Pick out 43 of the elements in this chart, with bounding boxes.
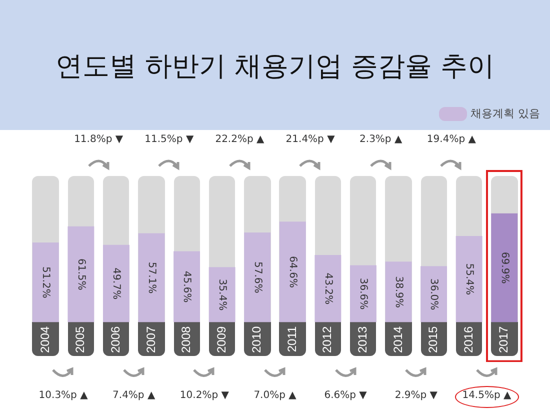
data-label: 38.9%	[392, 276, 404, 308]
x-tick-label: 2009	[214, 326, 228, 354]
x-tick-label: 2010	[250, 326, 264, 354]
x-tick-label: 2011	[284, 326, 299, 352]
text: 19.4%p ▲	[426, 134, 476, 145]
x-tick-label: 2006	[108, 326, 123, 354]
data-label: 64.6%	[287, 256, 298, 288]
text: 11.5%p ▼	[144, 134, 194, 145]
text: 14.5%p ▲	[462, 390, 512, 401]
data-label: 49.7%	[110, 268, 122, 300]
data-label: 61.5%	[75, 258, 86, 290]
data-label: 55.4%	[463, 263, 474, 296]
x-tick-label: 2015	[426, 326, 440, 354]
x-tick-label: 2017	[496, 326, 511, 354]
text: 7.4%p ▲	[112, 390, 156, 401]
chart-title: 연도별 하반기 채용기업 증감율 추이	[54, 50, 496, 84]
x-tick-label: 2007	[144, 326, 158, 354]
data-label: 45.6%	[181, 270, 192, 303]
text: 10.2%p ▼	[180, 390, 229, 401]
x-tick-label: 2004	[38, 326, 52, 354]
data-label: 43.2%	[322, 272, 334, 305]
data-label: 36.0%	[428, 278, 440, 310]
text: 6.6%p ▼	[324, 390, 367, 401]
text: 21.4%p ▼	[286, 134, 335, 145]
x-tick-label: 2008	[179, 326, 194, 354]
data-label: 69.9%	[498, 252, 510, 284]
text: 2.9%p ▼	[394, 390, 438, 401]
data-label: 57.6%	[252, 262, 263, 294]
text: 10.3%p ▲	[38, 390, 88, 401]
text: 7.0%p ▲	[254, 390, 296, 401]
text: 11.8%p ▼	[74, 134, 124, 145]
x-tick-label: 2012	[320, 326, 334, 354]
data-label: 51.2%	[40, 266, 52, 298]
x-tick-label: 2014	[390, 326, 405, 354]
text: 2.3%p ▲	[360, 134, 402, 145]
x-tick-label: 2016	[461, 326, 476, 354]
data-label: 35.4%	[216, 278, 228, 311]
x-tick-label: 2013	[356, 326, 370, 354]
text: 22.2%p ▲	[215, 134, 264, 145]
legend-label: 채용계획 있음	[470, 106, 540, 121]
data-label: 57.1%	[146, 262, 157, 294]
x-tick-label: 2005	[73, 326, 88, 354]
data-label: 36.6%	[358, 278, 369, 310]
